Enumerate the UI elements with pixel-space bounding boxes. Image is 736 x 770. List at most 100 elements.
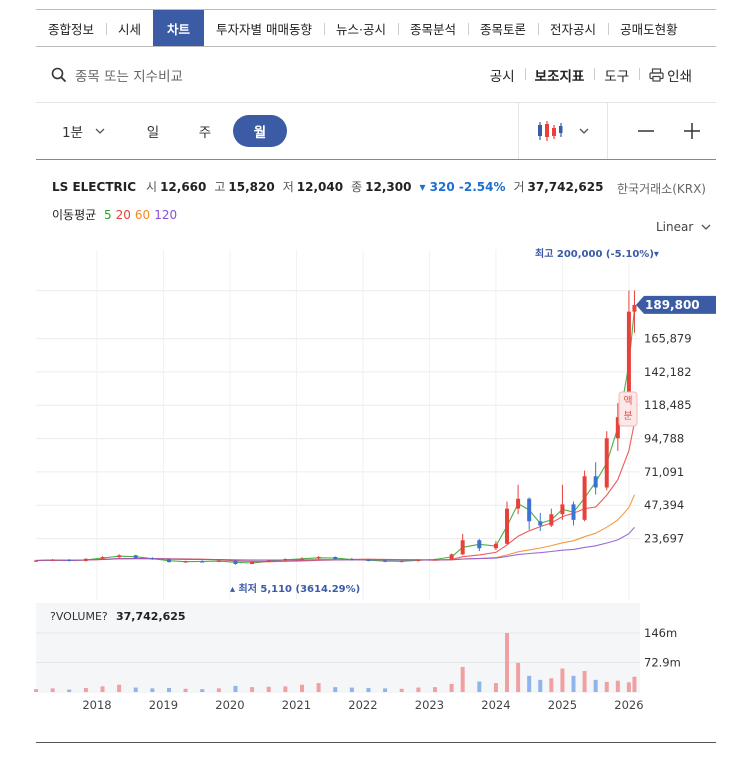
low-value: 12,040 [296, 179, 344, 194]
tab-8[interactable]: 공매도현황 [608, 10, 690, 46]
search-placeholder: 종목 또는 지수비교 [75, 68, 183, 85]
volume-bar [399, 688, 404, 692]
candle-body [383, 560, 388, 562]
volume-bar [416, 687, 421, 692]
candle-body [432, 559, 437, 561]
volume-bar [582, 670, 587, 692]
volume-bar [34, 689, 38, 692]
period-bar: 1분 일 주 월 [36, 103, 716, 160]
chart-toolbar: 종목 또는 지수비교 공시 보조지표 도구 인쇄 [36, 47, 716, 103]
chevron-down-icon [579, 128, 589, 134]
candle-body [460, 540, 465, 555]
volume-bar [67, 689, 72, 692]
volume-bar [460, 666, 465, 692]
tab-5[interactable]: 종목분석 [398, 10, 468, 46]
volume-bar [527, 675, 532, 692]
side-tag-text: 분 [623, 410, 632, 422]
volume-bar [166, 687, 171, 692]
current-price-tag [636, 295, 716, 314]
price-tick-label: 94,788 [644, 432, 684, 446]
candle-body [34, 560, 38, 562]
candle-body [100, 557, 105, 559]
volume-panel-value: 37,742,625 [116, 610, 186, 623]
volume-bar [133, 687, 138, 692]
open-label: 시 [146, 180, 158, 194]
candle-body [632, 304, 637, 312]
candle-body [283, 558, 288, 561]
scale-mode-label: Linear [656, 220, 694, 234]
tab-7[interactable]: 전자공시 [538, 10, 608, 46]
chevron-down-icon [95, 128, 105, 134]
gongsi-button[interactable]: 공시 [489, 68, 515, 85]
plus-icon [684, 123, 700, 139]
min-annotation: ▴ 최저 5,110 (3614.29%) [230, 582, 360, 595]
tab-0[interactable]: 종합정보 [48, 21, 95, 37]
volume-bar [50, 688, 55, 692]
candle-body [250, 561, 255, 565]
volume-tick-label: 72.9m [644, 656, 681, 670]
candle-body [117, 555, 122, 558]
volume-bar [549, 678, 554, 692]
volume-bar [333, 687, 338, 692]
ma-label: 이동평균 [52, 208, 97, 222]
scale-mode-select[interactable]: Linear [656, 220, 711, 234]
candle-body [593, 476, 598, 488]
x-tick-label: 2026 [614, 698, 643, 712]
side-tag-text: 액 [623, 395, 632, 407]
volume-bar [571, 675, 576, 692]
tab-2[interactable]: 차트 [153, 10, 205, 46]
volume-bar [615, 680, 620, 692]
tab-3[interactable]: 투자자별 매매동향 [216, 21, 313, 37]
candle-body [216, 560, 221, 562]
candle-body [571, 504, 576, 520]
volume-bar [538, 679, 543, 692]
zoom-in-button[interactable] [672, 103, 712, 159]
volume-panel-label: ?VOLUME? [50, 610, 108, 623]
indicators-button[interactable]: 보조지표 [524, 65, 595, 85]
ma-period-120: 120 [154, 208, 178, 222]
volume-bar [626, 682, 631, 692]
main-tabs: 종합정보 시세 차트 투자자별 매매동향 뉴스·공시 종목분석 종목토론 전자공시 공매도현황 [36, 9, 716, 47]
candle-body [166, 559, 171, 563]
zoom-out-button[interactable] [626, 103, 666, 159]
tab-4[interactable]: 뉴스·공시 [324, 10, 398, 46]
volume-bar [216, 688, 221, 692]
side-tag [618, 391, 638, 427]
volume-bar [299, 684, 304, 692]
ma-legend[interactable]: 이동평균 5 20 60 120 [52, 206, 177, 223]
volume-bar [83, 687, 88, 692]
candle-body [333, 556, 338, 560]
period-day[interactable]: 일 [146, 125, 160, 141]
candle-body [493, 543, 498, 549]
chart-type-select[interactable] [518, 103, 608, 159]
close-label: 종 [351, 180, 363, 194]
price-plot-area [36, 250, 640, 600]
x-tick-label: 2023 [415, 698, 444, 712]
candle-body [527, 498, 532, 522]
high-value: 15,820 [228, 179, 275, 194]
compare-search[interactable]: 종목 또는 지수비교 [36, 65, 480, 85]
x-tick-label: 2025 [548, 698, 577, 712]
volume-tick-label: 146m [644, 626, 677, 640]
volume-bar [516, 662, 521, 692]
volume-bar [117, 684, 122, 692]
change-value: ▾ 320 -2.54% [419, 179, 506, 194]
volume-bar [183, 688, 188, 692]
print-button[interactable]: 인쇄 [639, 65, 702, 85]
candle-body [582, 476, 587, 520]
printer-icon [649, 67, 664, 82]
period-week[interactable]: 주 [198, 125, 212, 141]
volume-bar [233, 685, 238, 692]
volume-bar [477, 681, 482, 692]
close-value: 12,300 [365, 179, 412, 194]
candlestick-icon [538, 121, 563, 141]
open-value: 12,660 [160, 179, 207, 194]
volume-bar [349, 687, 354, 692]
tab-6[interactable]: 종목토론 [468, 10, 538, 46]
tab-1[interactable]: 시세 [106, 10, 153, 46]
period-minute-select[interactable]: 1분 [62, 115, 105, 147]
tools-button[interactable]: 도구 [594, 65, 639, 85]
period-month[interactable]: 월 [233, 115, 287, 147]
volume-label: 거 [513, 180, 525, 194]
